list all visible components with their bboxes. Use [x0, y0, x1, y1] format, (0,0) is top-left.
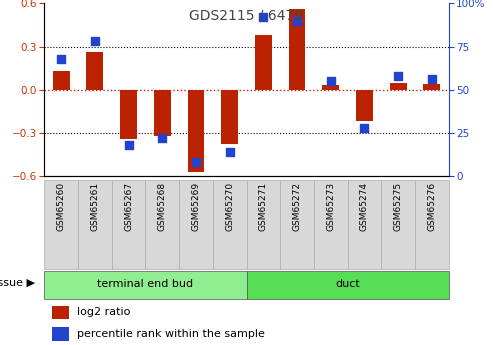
Text: GSM65270: GSM65270 [225, 181, 234, 231]
Text: GDS2115 / 6479: GDS2115 / 6479 [189, 9, 304, 23]
Bar [112, 180, 145, 269]
Text: GSM65261: GSM65261 [90, 181, 100, 231]
Bar [221, 90, 238, 144]
Bar [246, 270, 449, 298]
Text: tissue ▶: tissue ▶ [0, 278, 35, 288]
Bar [348, 180, 381, 269]
Text: GSM65269: GSM65269 [191, 181, 201, 231]
Point [226, 149, 234, 155]
Bar [246, 180, 280, 269]
Point [360, 125, 368, 130]
Text: GSM65276: GSM65276 [427, 181, 436, 231]
Point [428, 77, 436, 82]
Bar [187, 90, 205, 171]
Point [327, 78, 335, 84]
Bar [145, 180, 179, 269]
Text: terminal end bud: terminal end bud [98, 279, 193, 289]
Point [394, 73, 402, 79]
Text: GSM65274: GSM65274 [360, 181, 369, 230]
Bar [322, 85, 339, 90]
Bar [356, 90, 373, 121]
Text: GSM65273: GSM65273 [326, 181, 335, 231]
Bar [52, 327, 69, 341]
Bar [314, 180, 348, 269]
Bar [415, 180, 449, 269]
Text: GSM65267: GSM65267 [124, 181, 133, 231]
Point [125, 142, 133, 148]
Bar [154, 90, 171, 136]
Point [158, 135, 166, 141]
Bar [255, 35, 272, 90]
Text: GSM65272: GSM65272 [292, 181, 302, 230]
Text: GSM65271: GSM65271 [259, 181, 268, 231]
Point [57, 56, 65, 61]
Bar [120, 90, 137, 139]
Point [91, 39, 99, 44]
Text: GSM65275: GSM65275 [393, 181, 403, 231]
Text: GSM65268: GSM65268 [158, 181, 167, 231]
Point [192, 159, 200, 165]
Bar [52, 306, 69, 319]
Bar [53, 71, 70, 90]
Bar [179, 180, 213, 269]
Text: GSM65260: GSM65260 [57, 181, 66, 231]
Bar [44, 180, 78, 269]
Bar [423, 84, 440, 90]
Bar [288, 9, 306, 90]
Bar [213, 180, 246, 269]
Bar [280, 180, 314, 269]
Point [293, 18, 301, 23]
Bar [78, 180, 112, 269]
Text: log2 ratio: log2 ratio [77, 307, 130, 317]
Point [259, 14, 267, 20]
Bar [389, 82, 407, 90]
Bar [44, 270, 247, 298]
Bar [381, 180, 415, 269]
Text: duct: duct [335, 279, 360, 289]
Bar [86, 52, 104, 90]
Text: percentile rank within the sample: percentile rank within the sample [77, 329, 265, 339]
